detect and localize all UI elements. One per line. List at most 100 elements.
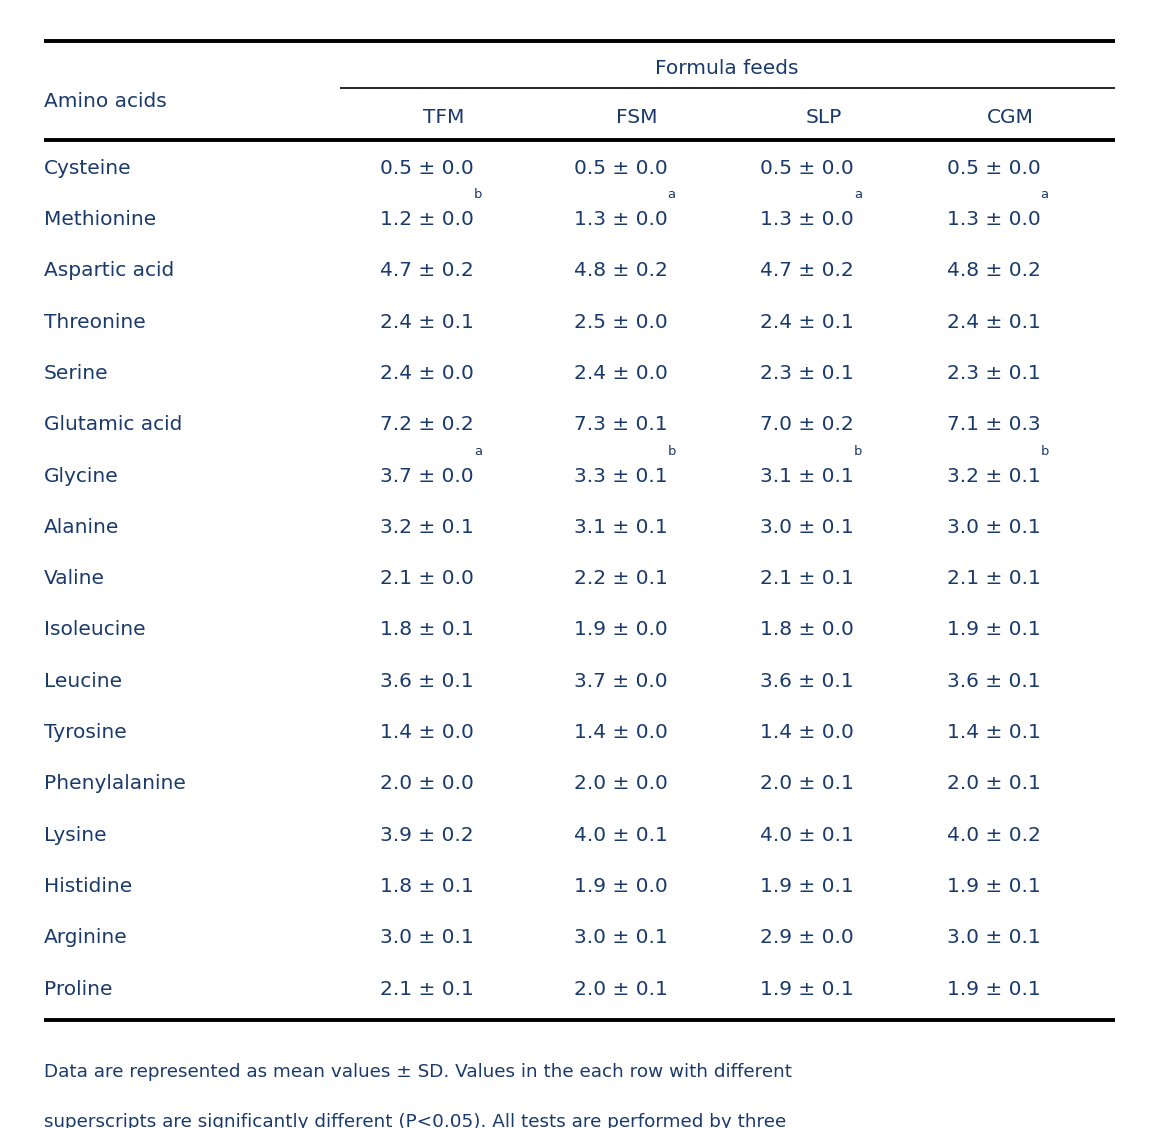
Text: a: a	[854, 188, 862, 201]
Text: Tyrosine: Tyrosine	[44, 723, 127, 742]
Text: 0.5 ± 0.0: 0.5 ± 0.0	[760, 159, 854, 177]
Text: 3.7 ± 0.0: 3.7 ± 0.0	[380, 467, 473, 485]
Text: 1.3 ± 0.0: 1.3 ± 0.0	[947, 210, 1040, 229]
Text: 2.0 ± 0.1: 2.0 ± 0.1	[947, 775, 1040, 793]
Text: Serine: Serine	[44, 364, 108, 382]
Text: 4.7 ± 0.2: 4.7 ± 0.2	[760, 262, 854, 280]
Text: 3.3 ± 0.1: 3.3 ± 0.1	[574, 467, 667, 485]
Text: 2.0 ± 0.1: 2.0 ± 0.1	[760, 775, 854, 793]
Text: 3.0 ± 0.1: 3.0 ± 0.1	[574, 928, 667, 948]
Text: 1.9 ± 0.1: 1.9 ± 0.1	[947, 620, 1040, 640]
Text: 4.0 ± 0.1: 4.0 ± 0.1	[760, 826, 854, 845]
Text: Glycine: Glycine	[44, 467, 119, 485]
Text: 2.2 ± 0.1: 2.2 ± 0.1	[574, 570, 667, 588]
Text: 3.0 ± 0.1: 3.0 ± 0.1	[760, 518, 854, 537]
Text: 2.1 ± 0.1: 2.1 ± 0.1	[947, 570, 1040, 588]
Text: 4.8 ± 0.2: 4.8 ± 0.2	[947, 262, 1040, 280]
Text: SLP: SLP	[805, 108, 842, 126]
Text: 1.9 ± 0.1: 1.9 ± 0.1	[760, 878, 854, 896]
Text: 2.4 ± 0.0: 2.4 ± 0.0	[380, 364, 473, 382]
Text: Alanine: Alanine	[44, 518, 119, 537]
Text: 7.1 ± 0.3: 7.1 ± 0.3	[947, 415, 1040, 434]
Text: 7.2 ± 0.2: 7.2 ± 0.2	[380, 415, 473, 434]
Text: FSM: FSM	[616, 108, 658, 126]
Text: 2.1 ± 0.1: 2.1 ± 0.1	[760, 570, 854, 588]
Text: Data are represented as mean values ± SD. Values in the each row with different: Data are represented as mean values ± SD…	[44, 1063, 791, 1081]
Text: 4.0 ± 0.1: 4.0 ± 0.1	[574, 826, 667, 845]
Text: a: a	[1040, 188, 1048, 201]
Text: 1.3 ± 0.0: 1.3 ± 0.0	[574, 210, 667, 229]
Text: 2.4 ± 0.1: 2.4 ± 0.1	[947, 312, 1040, 332]
Text: 1.3 ± 0.0: 1.3 ± 0.0	[760, 210, 854, 229]
Text: 1.9 ± 0.0: 1.9 ± 0.0	[574, 620, 667, 640]
Text: Leucine: Leucine	[44, 672, 122, 690]
Text: 2.0 ± 0.0: 2.0 ± 0.0	[380, 775, 473, 793]
Text: 2.4 ± 0.1: 2.4 ± 0.1	[760, 312, 854, 332]
Text: 2.3 ± 0.1: 2.3 ± 0.1	[947, 364, 1040, 382]
Text: 3.9 ± 0.2: 3.9 ± 0.2	[380, 826, 473, 845]
Text: 1.9 ± 0.1: 1.9 ± 0.1	[947, 878, 1040, 896]
Text: b: b	[667, 444, 676, 458]
Text: 1.4 ± 0.0: 1.4 ± 0.0	[574, 723, 667, 742]
Text: Glutamic acid: Glutamic acid	[44, 415, 182, 434]
Text: 3.0 ± 0.1: 3.0 ± 0.1	[947, 928, 1040, 948]
Text: 2.1 ± 0.0: 2.1 ± 0.0	[380, 570, 473, 588]
Text: b: b	[854, 444, 863, 458]
Text: 3.0 ± 0.1: 3.0 ± 0.1	[380, 928, 473, 948]
Text: Threonine: Threonine	[44, 312, 145, 332]
Text: 3.2 ± 0.1: 3.2 ± 0.1	[947, 467, 1040, 485]
Text: 1.4 ± 0.0: 1.4 ± 0.0	[380, 723, 473, 742]
Text: 3.6 ± 0.1: 3.6 ± 0.1	[380, 672, 473, 690]
Text: 1.8 ± 0.1: 1.8 ± 0.1	[380, 878, 473, 896]
Text: 3.6 ± 0.1: 3.6 ± 0.1	[760, 672, 854, 690]
Text: Arginine: Arginine	[44, 928, 128, 948]
Text: 3.0 ± 0.1: 3.0 ± 0.1	[947, 518, 1040, 537]
Text: Cysteine: Cysteine	[44, 159, 131, 177]
Text: 0.5 ± 0.0: 0.5 ± 0.0	[380, 159, 473, 177]
Text: 2.4 ± 0.0: 2.4 ± 0.0	[574, 364, 667, 382]
Text: 2.1 ± 0.1: 2.1 ± 0.1	[380, 980, 473, 998]
Text: Amino acids: Amino acids	[44, 92, 167, 111]
Text: b: b	[1040, 444, 1049, 458]
Text: superscripts are significantly different (P<0.05). All tests are performed by th: superscripts are significantly different…	[44, 1112, 786, 1128]
Text: 1.9 ± 0.0: 1.9 ± 0.0	[574, 878, 667, 896]
Text: 4.8 ± 0.2: 4.8 ± 0.2	[574, 262, 667, 280]
Text: 1.4 ± 0.1: 1.4 ± 0.1	[947, 723, 1040, 742]
Text: 4.0 ± 0.2: 4.0 ± 0.2	[947, 826, 1040, 845]
Text: 1.2 ± 0.0: 1.2 ± 0.0	[380, 210, 473, 229]
Text: b: b	[473, 188, 483, 201]
Text: Isoleucine: Isoleucine	[44, 620, 145, 640]
Text: 7.3 ± 0.1: 7.3 ± 0.1	[574, 415, 667, 434]
Text: 3.1 ± 0.1: 3.1 ± 0.1	[574, 518, 667, 537]
Text: 1.9 ± 0.1: 1.9 ± 0.1	[760, 980, 854, 998]
Text: TFM: TFM	[423, 108, 464, 126]
Text: Proline: Proline	[44, 980, 112, 998]
Text: 2.0 ± 0.0: 2.0 ± 0.0	[574, 775, 667, 793]
Text: 4.7 ± 0.2: 4.7 ± 0.2	[380, 262, 473, 280]
Text: 2.0 ± 0.1: 2.0 ± 0.1	[574, 980, 667, 998]
Text: Methionine: Methionine	[44, 210, 156, 229]
Text: 1.8 ± 0.1: 1.8 ± 0.1	[380, 620, 473, 640]
Text: a: a	[667, 188, 675, 201]
Text: Histidine: Histidine	[44, 878, 132, 896]
Text: 3.7 ± 0.0: 3.7 ± 0.0	[574, 672, 667, 690]
Text: 1.4 ± 0.0: 1.4 ± 0.0	[760, 723, 854, 742]
Text: a: a	[473, 444, 482, 458]
Text: 3.2 ± 0.1: 3.2 ± 0.1	[380, 518, 473, 537]
Text: Phenylalanine: Phenylalanine	[44, 775, 185, 793]
Text: Formula feeds: Formula feeds	[655, 60, 798, 78]
Text: 2.9 ± 0.0: 2.9 ± 0.0	[760, 928, 854, 948]
Text: CGM: CGM	[987, 108, 1033, 126]
Text: 2.5 ± 0.0: 2.5 ± 0.0	[574, 312, 667, 332]
Text: 3.1 ± 0.1: 3.1 ± 0.1	[760, 467, 854, 485]
Text: 3.6 ± 0.1: 3.6 ± 0.1	[947, 672, 1040, 690]
Text: 0.5 ± 0.0: 0.5 ± 0.0	[574, 159, 667, 177]
Text: 1.9 ± 0.1: 1.9 ± 0.1	[947, 980, 1040, 998]
Text: 0.5 ± 0.0: 0.5 ± 0.0	[947, 159, 1040, 177]
Text: 7.0 ± 0.2: 7.0 ± 0.2	[760, 415, 854, 434]
Text: Valine: Valine	[44, 570, 105, 588]
Text: 1.8 ± 0.0: 1.8 ± 0.0	[760, 620, 854, 640]
Text: Aspartic acid: Aspartic acid	[44, 262, 174, 280]
Text: Lysine: Lysine	[44, 826, 106, 845]
Text: 2.4 ± 0.1: 2.4 ± 0.1	[380, 312, 473, 332]
